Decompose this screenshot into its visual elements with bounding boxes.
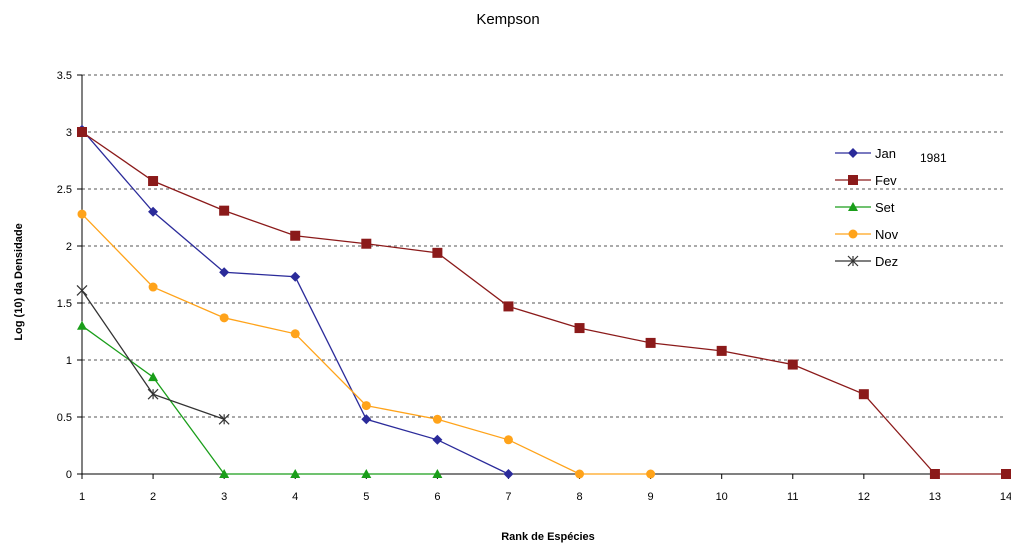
data-point-jan (219, 267, 230, 278)
data-point-jan (290, 271, 301, 282)
series-jan (77, 124, 514, 479)
data-point-fev (361, 238, 372, 249)
data-point-set (290, 469, 301, 478)
legend-item-jan: Jan (835, 146, 896, 161)
data-point-fev (148, 176, 159, 187)
series-line-nov (81, 213, 651, 475)
y-tick-label: 0 (66, 469, 72, 481)
x-tick-label: 4 (292, 491, 298, 503)
data-point-dez (218, 413, 230, 425)
data-point-set (361, 469, 372, 478)
axes (77, 74, 1007, 479)
series-set (77, 320, 443, 478)
x-tick-label: 7 (505, 491, 511, 503)
legend-marker-fev (848, 175, 858, 185)
data-point-dez (76, 285, 88, 296)
grid-lines (82, 74, 1006, 418)
legend-label-fev: Fev (875, 173, 897, 188)
data-point-nov (361, 401, 371, 411)
data-point-jan (361, 414, 372, 425)
x-tick-label: 5 (363, 491, 369, 503)
data-point-nov (503, 435, 513, 445)
x-tick-label: 12 (858, 491, 870, 503)
y-tick-label: 1.5 (57, 298, 72, 310)
data-point-fev (645, 337, 656, 348)
x-tick-label: 10 (716, 491, 728, 503)
series-fev (77, 127, 1011, 479)
data-point-nov (148, 282, 158, 292)
x-tick-label: 6 (434, 491, 440, 503)
series-nov (77, 209, 656, 479)
chart-title: Kempson (476, 11, 539, 28)
y-tick-label: 2.5 (57, 184, 72, 196)
legend-item-dez: Dez (835, 254, 898, 269)
data-point-nov (646, 469, 656, 479)
y-tick-label: 2 (66, 241, 72, 253)
data-point-fev (858, 389, 869, 400)
legend: Jan Fev Set Nov Dez (835, 146, 899, 269)
legend-marker-dez (847, 255, 859, 267)
x-tick-label: 9 (648, 491, 654, 503)
x-tick-label: 2 (150, 491, 156, 503)
data-point-jan (432, 434, 443, 445)
data-point-fev (787, 359, 798, 370)
data-point-fev (290, 230, 301, 241)
data-point-nov (290, 329, 300, 339)
series-line-fev (81, 131, 1006, 475)
y-tick-label: 3 (66, 127, 72, 139)
legend-marker-nov (848, 229, 858, 239)
data-point-fev (432, 247, 443, 258)
legend-marker-jan (848, 148, 858, 158)
legend-item-set: Set (835, 200, 895, 215)
y-tick-label: 1 (66, 355, 72, 367)
series-line-dez (81, 290, 225, 420)
data-point-fev (574, 323, 585, 334)
y-axis-label: Log (10) da Densidade (13, 223, 25, 340)
x-tick-label: 11 (787, 491, 798, 503)
x-tick-label: 13 (929, 491, 941, 503)
data-point-fev (929, 469, 940, 479)
series-dez (76, 285, 230, 425)
series-line-jan (81, 129, 509, 475)
series-line-set (81, 325, 438, 475)
legend-label-set: Set (875, 200, 895, 215)
y-tick-labels: 0 0.5 1 1.5 2 2.5 3 3.5 (57, 70, 72, 481)
legend-label-jan: Jan (875, 146, 896, 161)
data-point-nov (575, 469, 585, 479)
data-point-fev (503, 301, 514, 312)
legend-marker-set (848, 202, 858, 211)
data-point-nov (219, 313, 229, 323)
x-axis-label: Rank de Espécies (501, 531, 595, 543)
data-point-nov (432, 414, 442, 424)
data-point-fev (77, 127, 87, 137)
data-point-fev (1001, 469, 1011, 479)
data-point-dez (147, 388, 159, 400)
legend-item-fev: Fev (835, 173, 897, 188)
data-point-jan (503, 469, 514, 479)
x-tick-label: 8 (576, 491, 582, 503)
data-point-fev (219, 205, 230, 216)
data-series (76, 124, 1011, 479)
x-tick-label: 14 (1000, 491, 1011, 503)
x-tick-label: 1 (79, 491, 85, 503)
data-point-jan (148, 206, 159, 217)
data-point-set (432, 469, 443, 478)
legend-label-dez: Dez (875, 254, 898, 269)
data-point-set (77, 320, 87, 330)
legend-label-nov: Nov (875, 227, 899, 242)
y-tick-label: 3.5 (57, 70, 72, 82)
data-point-nov (77, 209, 87, 219)
data-point-set (219, 469, 230, 478)
legend-item-nov: Nov (835, 227, 899, 242)
x-tick-labels: 1 2 3 4 5 6 7 8 9 10 11 12 13 14 (79, 491, 1011, 503)
x-tick-label: 3 (221, 491, 227, 503)
data-point-fev (716, 345, 727, 356)
data-point-set (148, 372, 159, 382)
year-annotation: 1981 (920, 151, 947, 165)
y-tick-label: 0.5 (57, 412, 72, 424)
